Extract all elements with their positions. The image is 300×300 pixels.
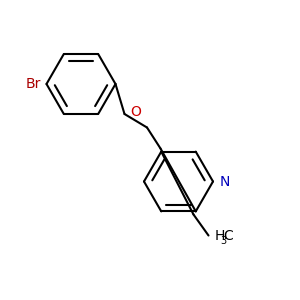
Text: Br: Br — [25, 77, 40, 91]
Text: C: C — [224, 229, 233, 243]
Text: H: H — [214, 229, 225, 243]
Text: O: O — [130, 106, 141, 119]
Text: N: N — [220, 175, 230, 188]
Text: 3: 3 — [220, 236, 226, 246]
